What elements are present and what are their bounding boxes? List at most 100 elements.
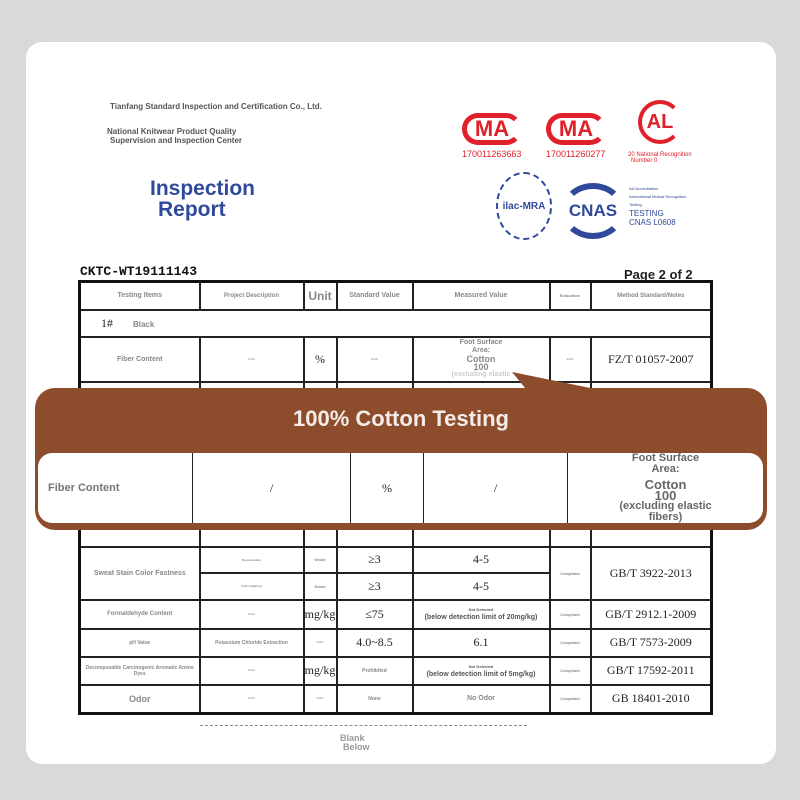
page-indicator: Page 2 of 2 [624,267,693,282]
cnas-notes: Intl Accreditation International Mutual … [629,185,686,227]
cell-std: None [335,683,414,715]
callout-measured: Foot Surface Area: Cotton 100 (excluding… [568,453,763,523]
cma-logo-text: MA [546,113,606,145]
measured-line: 100 [473,362,489,372]
cell-method: GB/T 17592-2011 [589,655,713,686]
header-cell: Measured Value [411,280,551,311]
cell-std: ≥3 [335,545,414,574]
footer-line1: Blank [340,733,365,743]
measured-top: Not Detected [468,607,494,612]
cell-std: ≥3 [335,571,414,601]
callout-overlay: 100% Cotton Testing Fiber Content / % / … [35,388,767,530]
cell-measured: 6.1 [411,627,551,658]
blank-divider [200,725,527,726]
measured-text: (below detection limit of 20mg/kg) [424,614,538,621]
measured-line: (excluding elastic [451,371,511,378]
ilac-mra-logo: ilac-MRA [496,172,552,240]
cell-std: --- [335,335,414,383]
cell-item: Fiber Content [78,335,201,383]
header-cell: Standard Value [335,280,414,311]
cell-method: GB/T 7573-2009 [589,627,713,658]
cell-std: 4.0~8.5 [335,627,414,658]
measured-line: fibers) [648,511,683,523]
measured-line: Cotton [466,354,496,364]
report-title: Inspection Report [150,178,255,220]
cell-eval: Compliant [548,655,592,686]
title-line1: Inspection [150,177,256,200]
cal-logo: AL 20 National Recognition Number 0 [628,100,692,164]
blank-below-note: Blank Below [340,734,370,752]
title-line2: Report [158,198,226,221]
cma-number-2: 170011260277 [546,149,606,159]
measured-line: Foot Surface [459,339,503,346]
cell-std: ≤75 [335,598,414,630]
table-row-sweat: Sweat Stain Color Fastness Discoloration… [78,545,713,601]
footer-line2: Below [343,742,370,752]
center-line2: Supervision and Inspection Center [110,136,243,145]
cell-desc: Potassium Chloride Extraction [198,627,305,658]
cell-unit: Grade [302,545,338,574]
header-cell: Unit [302,280,338,311]
measured-line: (excluding elastic [619,500,712,512]
measured-line: Area: [651,463,680,475]
callout-title: 100% Cotton Testing [293,406,509,431]
cell-desc: --- [198,335,305,383]
cell-desc: --- [198,655,305,686]
cell-desc: Discoloration [198,545,305,574]
measured-top: Not Detected [468,663,494,669]
center-name: National Knitwear Product Quality Superv… [107,127,242,145]
cnas-number: CNAS L0608 [629,218,676,227]
table-row-ph: pH Value Potassium Chloride Extraction -… [78,627,713,658]
table-row-odor: Odor --- --- None No Odor Compliant GB 1… [78,683,713,715]
table-row-amine: Decomposable Carcinogenic Aromatic Amine… [78,655,713,686]
cell-item: pH Value [78,627,201,658]
measured-line: Area: [472,347,490,354]
cell-unit: Grade [302,571,338,601]
table-row: Fiber Content --- % --- Foot Surface Are… [78,335,713,383]
cell-item: Decomposable Carcinogenic Aromatic Amine… [78,655,201,686]
callout-row: Fiber Content / % / Foot Surface Area: C… [38,453,763,523]
header-cell: Project Description [198,280,305,311]
cell-eval: Compliant [548,627,592,658]
cnas-testing: TESTING [629,209,664,218]
cell-measured: Not Detected (below detection limit of 2… [411,598,551,630]
table-row-sweat-2: Color Staining Grade ≥3 4-5 [80,571,712,601]
cell-desc: Color Staining [198,571,305,601]
cnas-logo: CNAS [561,183,625,239]
cma-number-1: 170011263663 [462,149,522,159]
cell-std: Prohibited [335,655,414,686]
sample-number: 1# [101,315,113,330]
cell-method: GB/T 2912.1-2009 [589,598,713,630]
cell-unit: mg/kg [302,598,338,630]
cell-method: GB 18401-2010 [589,683,713,715]
cell-eval: --- [548,335,592,383]
cell-eval: Compliant [548,545,592,601]
header-cell: Method Standard/Notes [589,280,713,311]
cell-item: Sweat Stain Color Fastness [78,545,201,601]
callout-unit: % [351,453,424,523]
sample-color: Black [132,319,155,329]
cell-measured: Not Detected (below detection limit of 5… [411,655,551,686]
report-number: CKTC-WT19111143 [80,264,198,279]
measured-line: 100 [654,488,677,503]
callout-item: Fiber Content [38,453,193,523]
cma-logo-1: MA 170011263663 [462,113,522,159]
measured-text: (below detection limit of 5mg/kg) [426,670,536,678]
cell-eval: Compliant [548,683,592,715]
cnas-note: Intl Accreditation [629,186,659,191]
cal-logo-text: AL [638,100,682,144]
cell-desc: --- [198,683,305,715]
cma-logo-2: MA 170011260277 [546,113,606,159]
cell-method: GB/T 3922-2013 [589,545,713,601]
header-cell: Evaluation [548,280,592,311]
cal-line2: Number 0 [631,158,658,164]
callout-std: / [424,453,568,523]
cell-item: Formaldehyde Content [78,598,201,630]
header-cell: Testing Items [78,280,201,311]
cal-line1: 20 National Recognition [628,152,692,158]
cell-item: Odor [78,683,201,715]
cell-eval: Compliant [548,598,592,630]
cma-logo-text: MA [462,113,522,145]
cell-measured: Foot Surface Area: Cotton 100 (excluding… [411,335,551,383]
cell-unit: mg/kg [302,655,338,686]
